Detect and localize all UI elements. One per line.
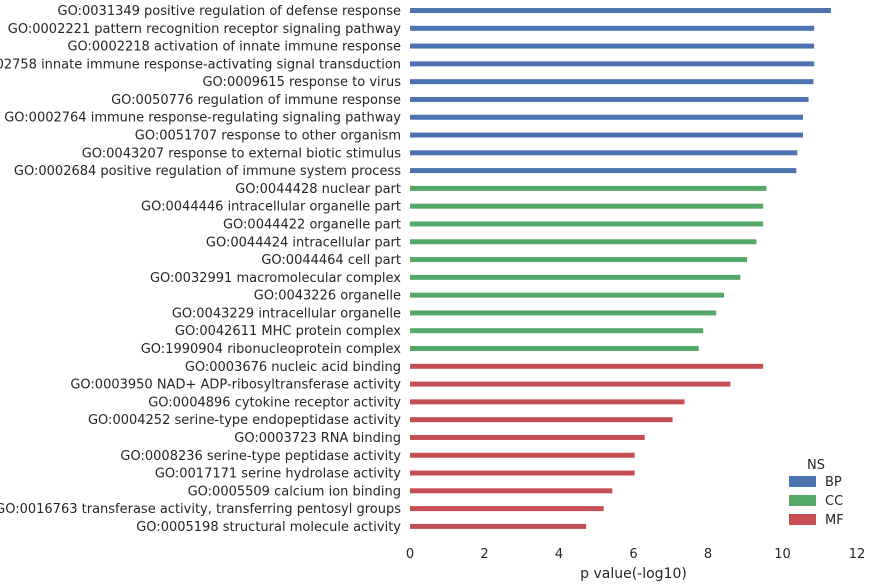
bar-bp <box>410 150 798 156</box>
category-label: GO:0003950 NAD+ ADP-ribosyltransferase a… <box>70 378 401 393</box>
bar-bp <box>410 61 815 67</box>
bar-cc <box>410 185 767 191</box>
legend-entries: BP CC MF <box>789 475 844 528</box>
legend-label-bp: BP <box>825 475 842 490</box>
bar-mf <box>410 434 645 440</box>
bar-cc <box>410 221 764 227</box>
bar-mf <box>410 488 613 494</box>
category-label: GO:0031349 positive regulation of defens… <box>58 4 401 19</box>
category-label: GO:0008236 serine-type peptidase activit… <box>120 449 401 464</box>
bar-cc <box>410 239 757 245</box>
bars-group <box>410 8 831 529</box>
bar-bp <box>410 132 803 138</box>
bar-bp <box>410 25 815 31</box>
x-axis-ticks-group: 0 2 4 6 8 10 12 <box>406 547 865 562</box>
category-label: GO:0003723 RNA binding <box>234 431 401 446</box>
category-label: GO:0002221 pattern recognition receptor … <box>8 22 402 37</box>
x-tick-label: 12 <box>849 547 866 562</box>
bar-bp <box>410 8 831 13</box>
bar-cc <box>410 274 741 280</box>
bar-cc <box>410 203 764 209</box>
category-label: GO:0005509 calcium ion binding <box>188 484 401 499</box>
legend: NS BP CC MF <box>789 458 844 528</box>
legend-label-mf: MF <box>825 513 844 528</box>
bar-bp <box>410 168 797 174</box>
category-label: GO:0002758 innate immune response-activa… <box>0 57 401 72</box>
bar-mf <box>410 417 673 423</box>
bar-bp <box>410 43 815 49</box>
category-label: GO:0032991 macromolecular complex <box>150 271 401 286</box>
category-label: GO:0005198 structural molecule activity <box>136 520 401 535</box>
category-label: GO:0009615 response to virus <box>202 75 401 90</box>
category-label: GO:0002218 activation of innate immune r… <box>67 40 401 55</box>
category-labels-group: GO:0031349 positive regulation of defens… <box>0 4 401 535</box>
bar-mf <box>410 452 635 458</box>
x-tick-label: 2 <box>480 547 488 562</box>
bar-bp <box>410 96 809 102</box>
category-label: GO:0050776 regulation of immune response <box>111 93 401 108</box>
category-label: GO:0043229 intracellular organelle <box>172 306 401 321</box>
x-tick-label: 6 <box>629 547 637 562</box>
legend-swatch-bp <box>789 476 816 487</box>
bar-mf <box>410 506 604 512</box>
category-label: GO:0002684 positive regulation of immune… <box>14 164 401 179</box>
x-tick-label: 8 <box>704 547 712 562</box>
bar-mf <box>410 399 685 405</box>
category-label: GO:0004896 cytokine receptor activity <box>148 395 401 410</box>
bar-cc <box>410 346 699 352</box>
category-label: GO:0016763 transferase activity, transfe… <box>0 502 401 517</box>
bar-bp <box>410 79 814 85</box>
category-label: GO:1990904 ribonucleoprotein complex <box>141 342 402 357</box>
legend-title: NS <box>807 458 825 473</box>
category-label: GO:0043207 response to external biotic s… <box>82 146 402 161</box>
bar-cc <box>410 310 717 316</box>
x-tick-label: 10 <box>774 547 791 562</box>
x-axis-title: p value(-log10) <box>580 566 687 582</box>
category-label: GO:0003676 nucleic acid binding <box>185 360 401 375</box>
category-label: GO:0002764 immune response-regulating si… <box>4 111 401 126</box>
category-label: GO:0004252 serine-type endopeptidase act… <box>88 413 401 428</box>
bar-mf <box>410 523 587 529</box>
x-tick-label: 0 <box>406 547 414 562</box>
bar-cc <box>410 257 748 263</box>
category-label: GO:0017171 serine hydrolase activity <box>155 467 401 482</box>
bar-cc <box>410 328 704 334</box>
bar-bp <box>410 114 803 120</box>
category-label: GO:0044422 organelle part <box>223 217 401 232</box>
category-label: GO:0042611 MHC protein complex <box>175 324 401 339</box>
bar-mf <box>410 470 635 476</box>
x-tick-label: 4 <box>555 547 563 562</box>
bar-mf <box>410 381 731 387</box>
category-label: GO:0043226 organelle <box>254 289 401 304</box>
legend-label-cc: CC <box>825 494 843 509</box>
bar-mf <box>410 363 764 369</box>
category-label: GO:0044424 intracellular part <box>206 235 401 250</box>
category-label: GO:0044446 intracellular organelle part <box>141 200 401 215</box>
category-label: GO:0051707 response to other organism <box>135 129 401 144</box>
legend-swatch-mf <box>789 514 816 525</box>
category-label: GO:0044464 cell part <box>261 253 401 268</box>
bar-cc <box>410 292 725 298</box>
legend-swatch-cc <box>789 495 816 506</box>
category-label: GO:0044428 nuclear part <box>235 182 401 197</box>
